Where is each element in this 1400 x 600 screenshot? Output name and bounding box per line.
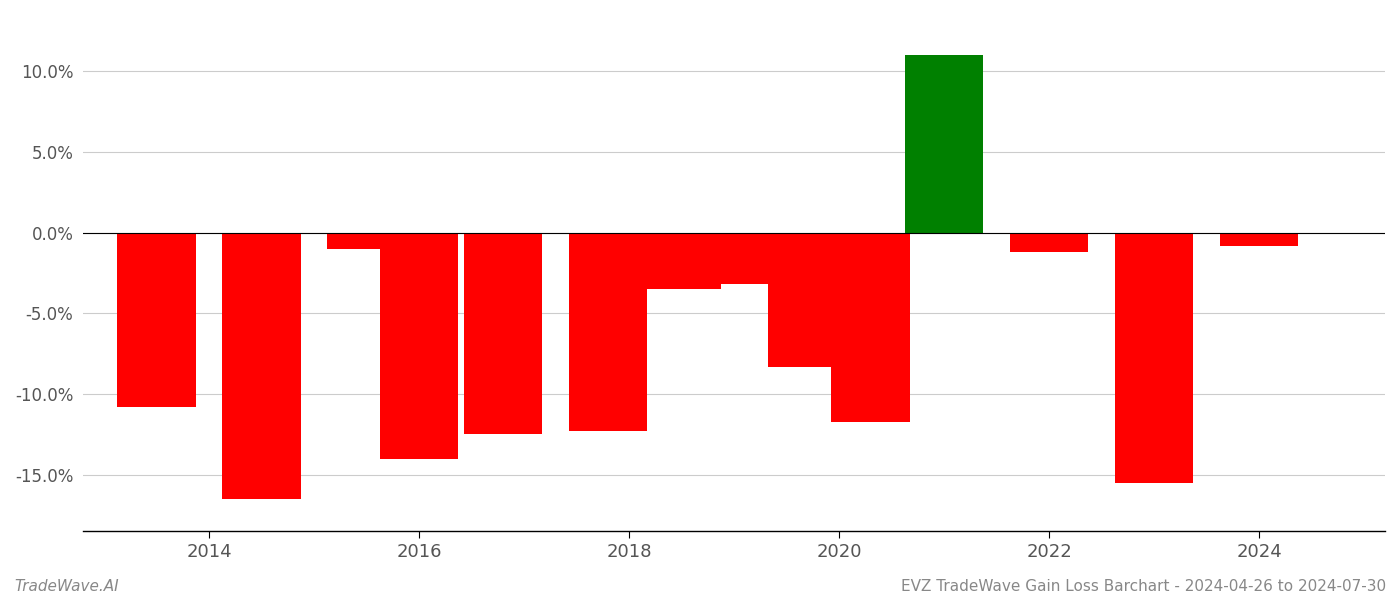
Bar [769, 233, 847, 367]
Bar [643, 233, 721, 289]
Bar [1009, 233, 1088, 252]
Bar [328, 233, 406, 249]
Bar [1114, 233, 1193, 483]
Bar [118, 233, 196, 407]
Bar [694, 233, 773, 284]
Bar [223, 233, 301, 499]
Text: EVZ TradeWave Gain Loss Barchart - 2024-04-26 to 2024-07-30: EVZ TradeWave Gain Loss Barchart - 2024-… [900, 579, 1386, 594]
Bar [904, 55, 983, 233]
Text: TradeWave.AI: TradeWave.AI [14, 579, 119, 594]
Bar [1219, 233, 1298, 245]
Bar [568, 233, 647, 431]
Bar [832, 233, 910, 422]
Bar [379, 233, 458, 458]
Bar [463, 233, 542, 434]
